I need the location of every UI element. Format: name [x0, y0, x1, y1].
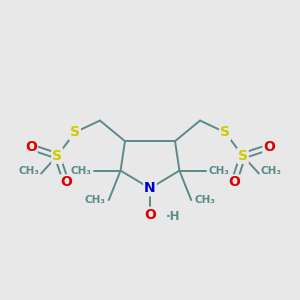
Text: CH₃: CH₃ — [194, 195, 215, 205]
Text: S: S — [70, 125, 80, 139]
Text: CH₃: CH₃ — [19, 166, 40, 176]
Text: S: S — [238, 149, 248, 163]
Text: ·H: ·H — [166, 210, 181, 223]
Text: CH₃: CH₃ — [70, 166, 91, 176]
Text: S: S — [52, 149, 62, 163]
Text: O: O — [144, 208, 156, 222]
Text: CH₃: CH₃ — [260, 166, 281, 176]
Text: O: O — [228, 176, 240, 189]
Text: O: O — [25, 140, 37, 154]
Text: S: S — [220, 125, 230, 139]
Text: O: O — [60, 176, 72, 189]
Text: N: N — [144, 181, 156, 195]
Text: CH₃: CH₃ — [209, 166, 230, 176]
Text: O: O — [263, 140, 275, 154]
Text: CH₃: CH₃ — [85, 195, 106, 205]
